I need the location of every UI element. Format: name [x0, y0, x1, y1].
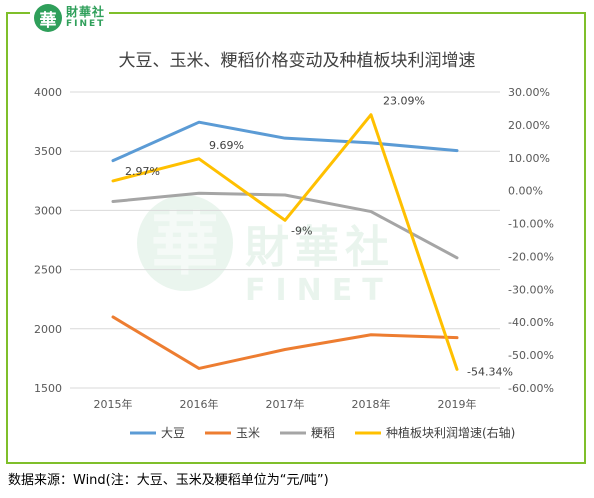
right-axis-tick-label: -30.00% [508, 283, 554, 296]
data-label: 2.97% [125, 165, 160, 178]
series-line-3 [111, 113, 459, 371]
watermark-name-cn: 財華社 [245, 222, 395, 273]
chart-frame [6, 12, 586, 464]
legend-entry: 大豆 [161, 426, 185, 440]
chart-title: 大豆、玉米、粳稻价格变动及种植板块利润增速 [118, 51, 476, 71]
right-axis-tick-label: -40.00% [508, 316, 554, 329]
brand-name-cn: 財華社 [66, 5, 106, 19]
data-label: 9.69% [209, 139, 244, 152]
right-axis-tick-label: 10.00% [508, 152, 550, 165]
x-axis-tick-label: 2019年 [438, 397, 477, 411]
right-axis-tick-label: -10.00% [508, 218, 554, 231]
series-line-2 [111, 191, 459, 260]
series-line-1 [111, 315, 459, 370]
left-axis-tick-label: 2500 [34, 264, 62, 277]
left-axis-tick-label: 1500 [34, 382, 62, 395]
left-axis-tick-label: 3500 [34, 145, 62, 158]
x-axis-tick-label: 2015年 [94, 397, 133, 411]
watermark-badge-glyph: 華 [151, 205, 219, 285]
right-axis-tick-label: -60.00% [508, 382, 554, 395]
left-axis-tick-label: 4000 [34, 86, 62, 99]
legend-entry: 种植板块利润增速(右轴) [386, 425, 515, 440]
right-axis-tick-label: 0.00% [508, 185, 543, 198]
source-note: 数据来源：Wind(注：大豆、玉米及粳稻单位为“元/吨”) [8, 473, 329, 488]
brand-text: 財華社 FINET [66, 6, 105, 30]
brand-logo: 華 財華社 FINET [30, 3, 110, 33]
right-axis-tick-label: -20.00% [508, 250, 554, 263]
data-label: 23.09% [383, 95, 425, 108]
legend-entry: 粳稻 [311, 426, 335, 440]
legend-entry: 玉米 [236, 426, 260, 440]
right-axis-tick-label: 30.00% [508, 86, 550, 99]
left-axis-tick-label: 3000 [34, 204, 62, 217]
x-axis-tick-label: 2017年 [266, 397, 305, 411]
watermark-name-en: FINET [245, 273, 393, 308]
x-axis-tick-label: 2016年 [180, 397, 219, 411]
data-label: -9% [291, 224, 312, 237]
right-axis-tick-label: -50.00% [508, 349, 554, 362]
right-axis-tick-label: 20.00% [508, 119, 550, 132]
watermark-badge-icon [137, 195, 233, 291]
series-line-0 [111, 120, 459, 163]
x-axis-tick-label: 2018年 [352, 397, 391, 411]
left-axis-tick-label: 2000 [34, 323, 62, 336]
data-label: -54.34% [467, 365, 513, 378]
brand-name-en: FINET [66, 19, 106, 29]
brand-badge-icon: 華 [34, 4, 62, 32]
